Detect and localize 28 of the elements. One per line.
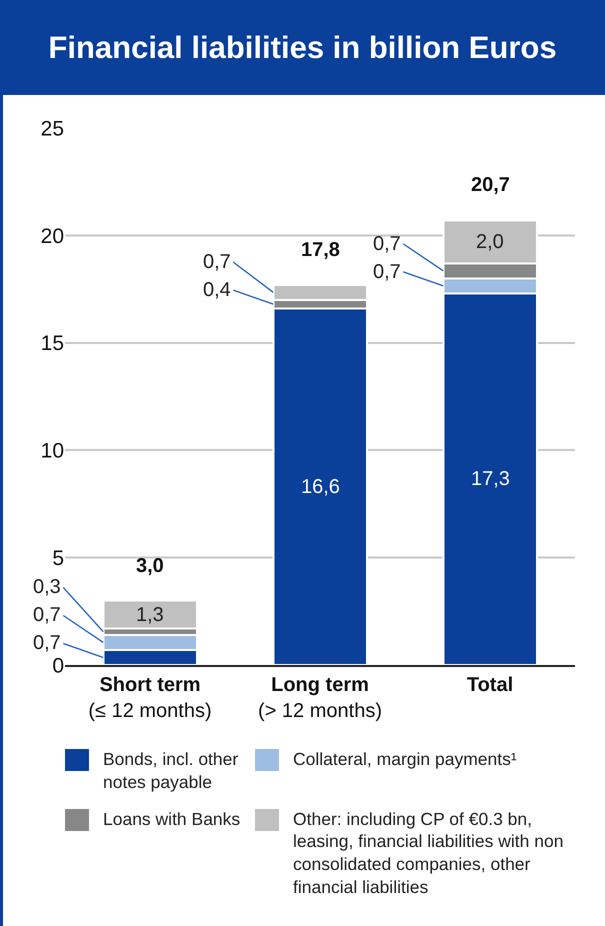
total-label: 17,8: [301, 239, 340, 261]
x-tick-label: Total: [466, 674, 514, 696]
data-label: 0,3: [33, 576, 61, 598]
data-label: 0,7: [373, 233, 401, 255]
data-label: 1,3: [136, 604, 164, 626]
total-label: 3,0: [136, 555, 164, 577]
x-tick-label: Long term (> 12 months): [258, 674, 382, 722]
data-label: 0,7: [373, 261, 401, 283]
data-label: 17,3: [471, 468, 510, 490]
y-tick-label: 20: [40, 224, 64, 248]
legend-label: Bonds, incl. other notes payable: [103, 748, 240, 794]
y-tick-label: 10: [40, 440, 64, 463]
total-label: 20,7: [471, 174, 510, 196]
data-label: 0,7: [33, 632, 61, 654]
y-tick-label: 25: [40, 117, 64, 140]
data-label: 2,0: [476, 231, 504, 253]
y-tick-label: 5: [52, 546, 64, 570]
data-label: 0,7: [203, 251, 231, 273]
chart-title: Financial liabilities in billion Euros: [0, 0, 605, 95]
data-label: 0,4: [203, 279, 231, 301]
data-label: 0,7: [33, 604, 61, 626]
y-tick-label: 0: [52, 654, 64, 678]
x-tick-label: Short term (≤ 12 months): [88, 674, 212, 722]
legend-label: Collateral, margin payments¹: [293, 748, 518, 771]
y-tick-label: 15: [40, 332, 64, 356]
data-label: 16,6: [301, 476, 340, 498]
legend-label: Other: including CP of €0.3 bn, leasing, financial liabilities with non consolidated companies, other financial liabilities: [293, 808, 564, 898]
legend-label: Loans with Banks: [103, 808, 242, 830]
